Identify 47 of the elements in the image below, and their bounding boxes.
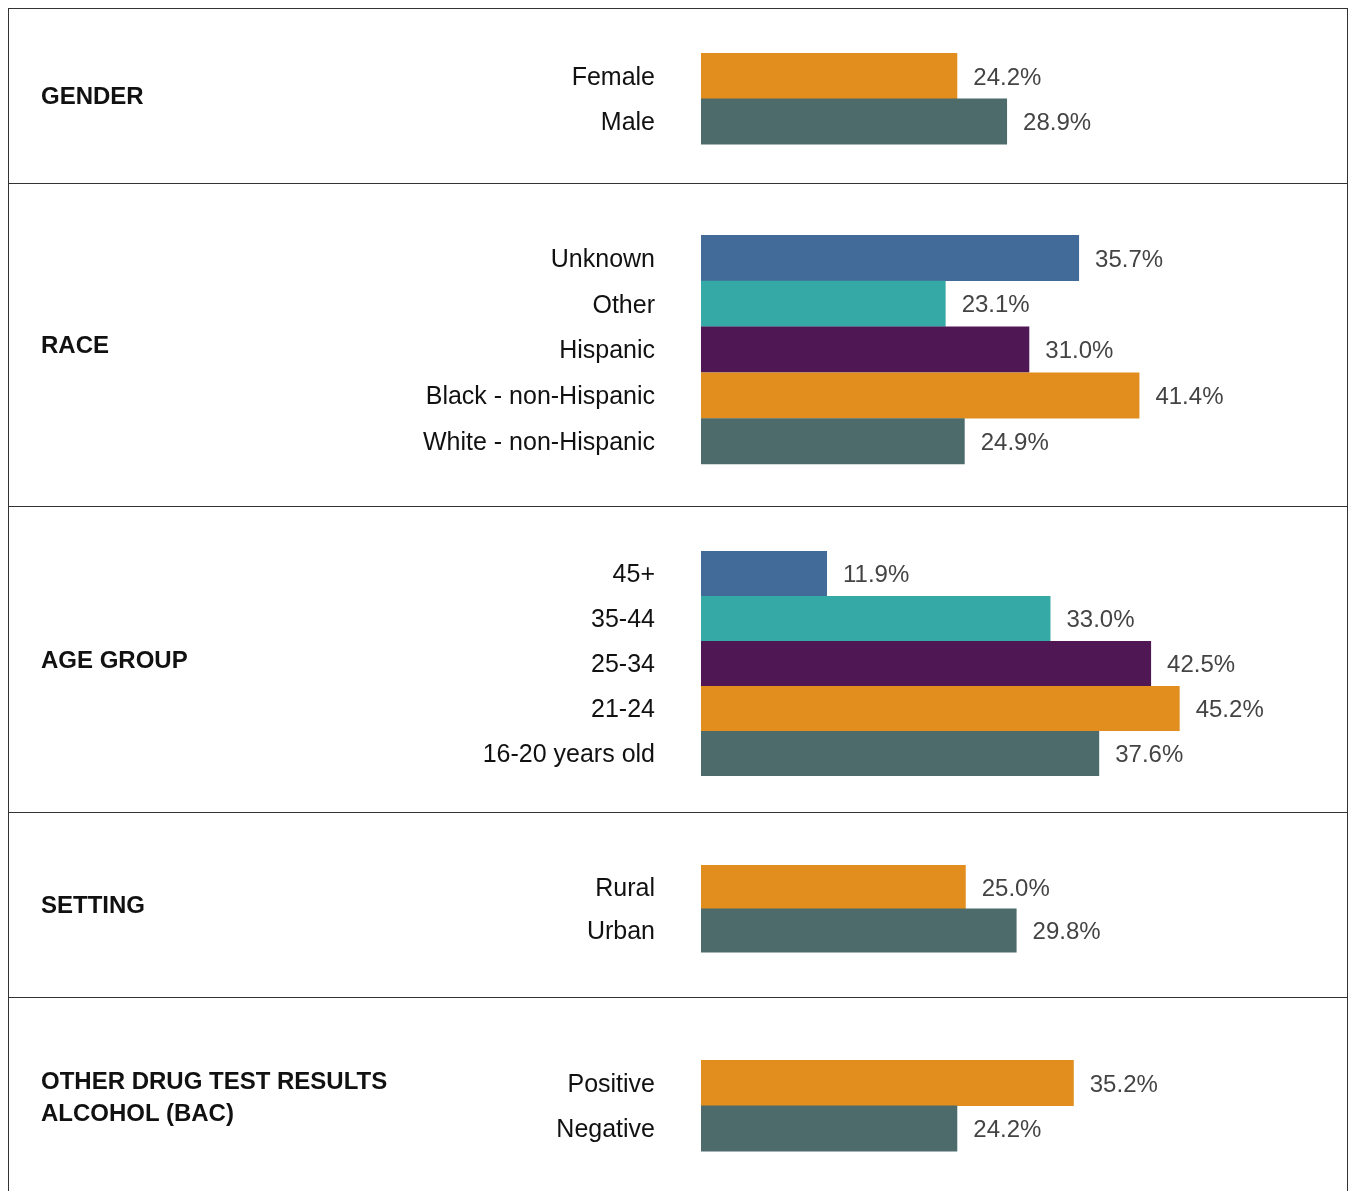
bar (701, 641, 1152, 686)
y-tick-label: 35-44 (591, 604, 656, 633)
y-axis-title: GENDER (41, 82, 144, 109)
data-label: 31.0% (1045, 336, 1114, 364)
bar (701, 280, 946, 327)
y-axis-title: AGE GROUP (41, 645, 188, 673)
data-label: 33.0% (1066, 605, 1135, 633)
data-label: 24.9% (980, 427, 1049, 455)
y-axis-title: OTHER DRUG TEST RESULTS ALCOHOL (BAC) (41, 1067, 388, 1126)
y-tick-label: Negative (556, 1114, 655, 1143)
bar (701, 686, 1180, 731)
data-label: 25.0% (981, 873, 1050, 901)
data-label: 41.4% (1155, 381, 1224, 409)
bar (701, 326, 1030, 373)
bar (701, 596, 1051, 641)
bar (701, 235, 1080, 281)
y-tick-label: Positive (567, 1068, 655, 1097)
data-label: 23.1% (961, 290, 1030, 318)
y-tick-label: 45+ (612, 559, 655, 588)
data-label: 24.2% (973, 62, 1042, 90)
y-tick-label: Female (571, 61, 655, 90)
y-tick-label: White - non-Hispanic (422, 426, 655, 455)
data-label: 28.9% (1023, 108, 1092, 136)
bar (701, 551, 828, 596)
y-tick-label: Male (600, 107, 655, 136)
y-tick-label: Unknown (550, 243, 655, 272)
bar (701, 372, 1140, 419)
y-tick-label: 25-34 (591, 649, 656, 678)
data-label: 45.2% (1195, 695, 1264, 723)
bar (701, 418, 965, 465)
y-axis-title: RACE (41, 331, 110, 358)
y-tick-label: Urban (586, 916, 655, 945)
data-label: 35.7% (1095, 244, 1164, 272)
y-tick-label: Hispanic (559, 335, 655, 364)
data-label: 37.6% (1115, 740, 1184, 768)
data-label: 11.9% (843, 560, 910, 588)
y-tick-label: Other (592, 289, 655, 318)
data-label: 24.2% (973, 1115, 1042, 1143)
y-tick-label: 16-20 years old (482, 739, 655, 768)
bar (701, 731, 1100, 776)
y-tick-label: Black - non-Hispanic (425, 381, 655, 410)
y-axis-title: SETTING (41, 891, 146, 918)
data-label: 35.2% (1089, 1069, 1158, 1097)
y-tick-label: 21-24 (591, 694, 656, 723)
y-tick-label: Rural (595, 872, 655, 901)
data-label: 29.8% (1032, 917, 1101, 945)
data-label: 42.5% (1167, 650, 1236, 678)
